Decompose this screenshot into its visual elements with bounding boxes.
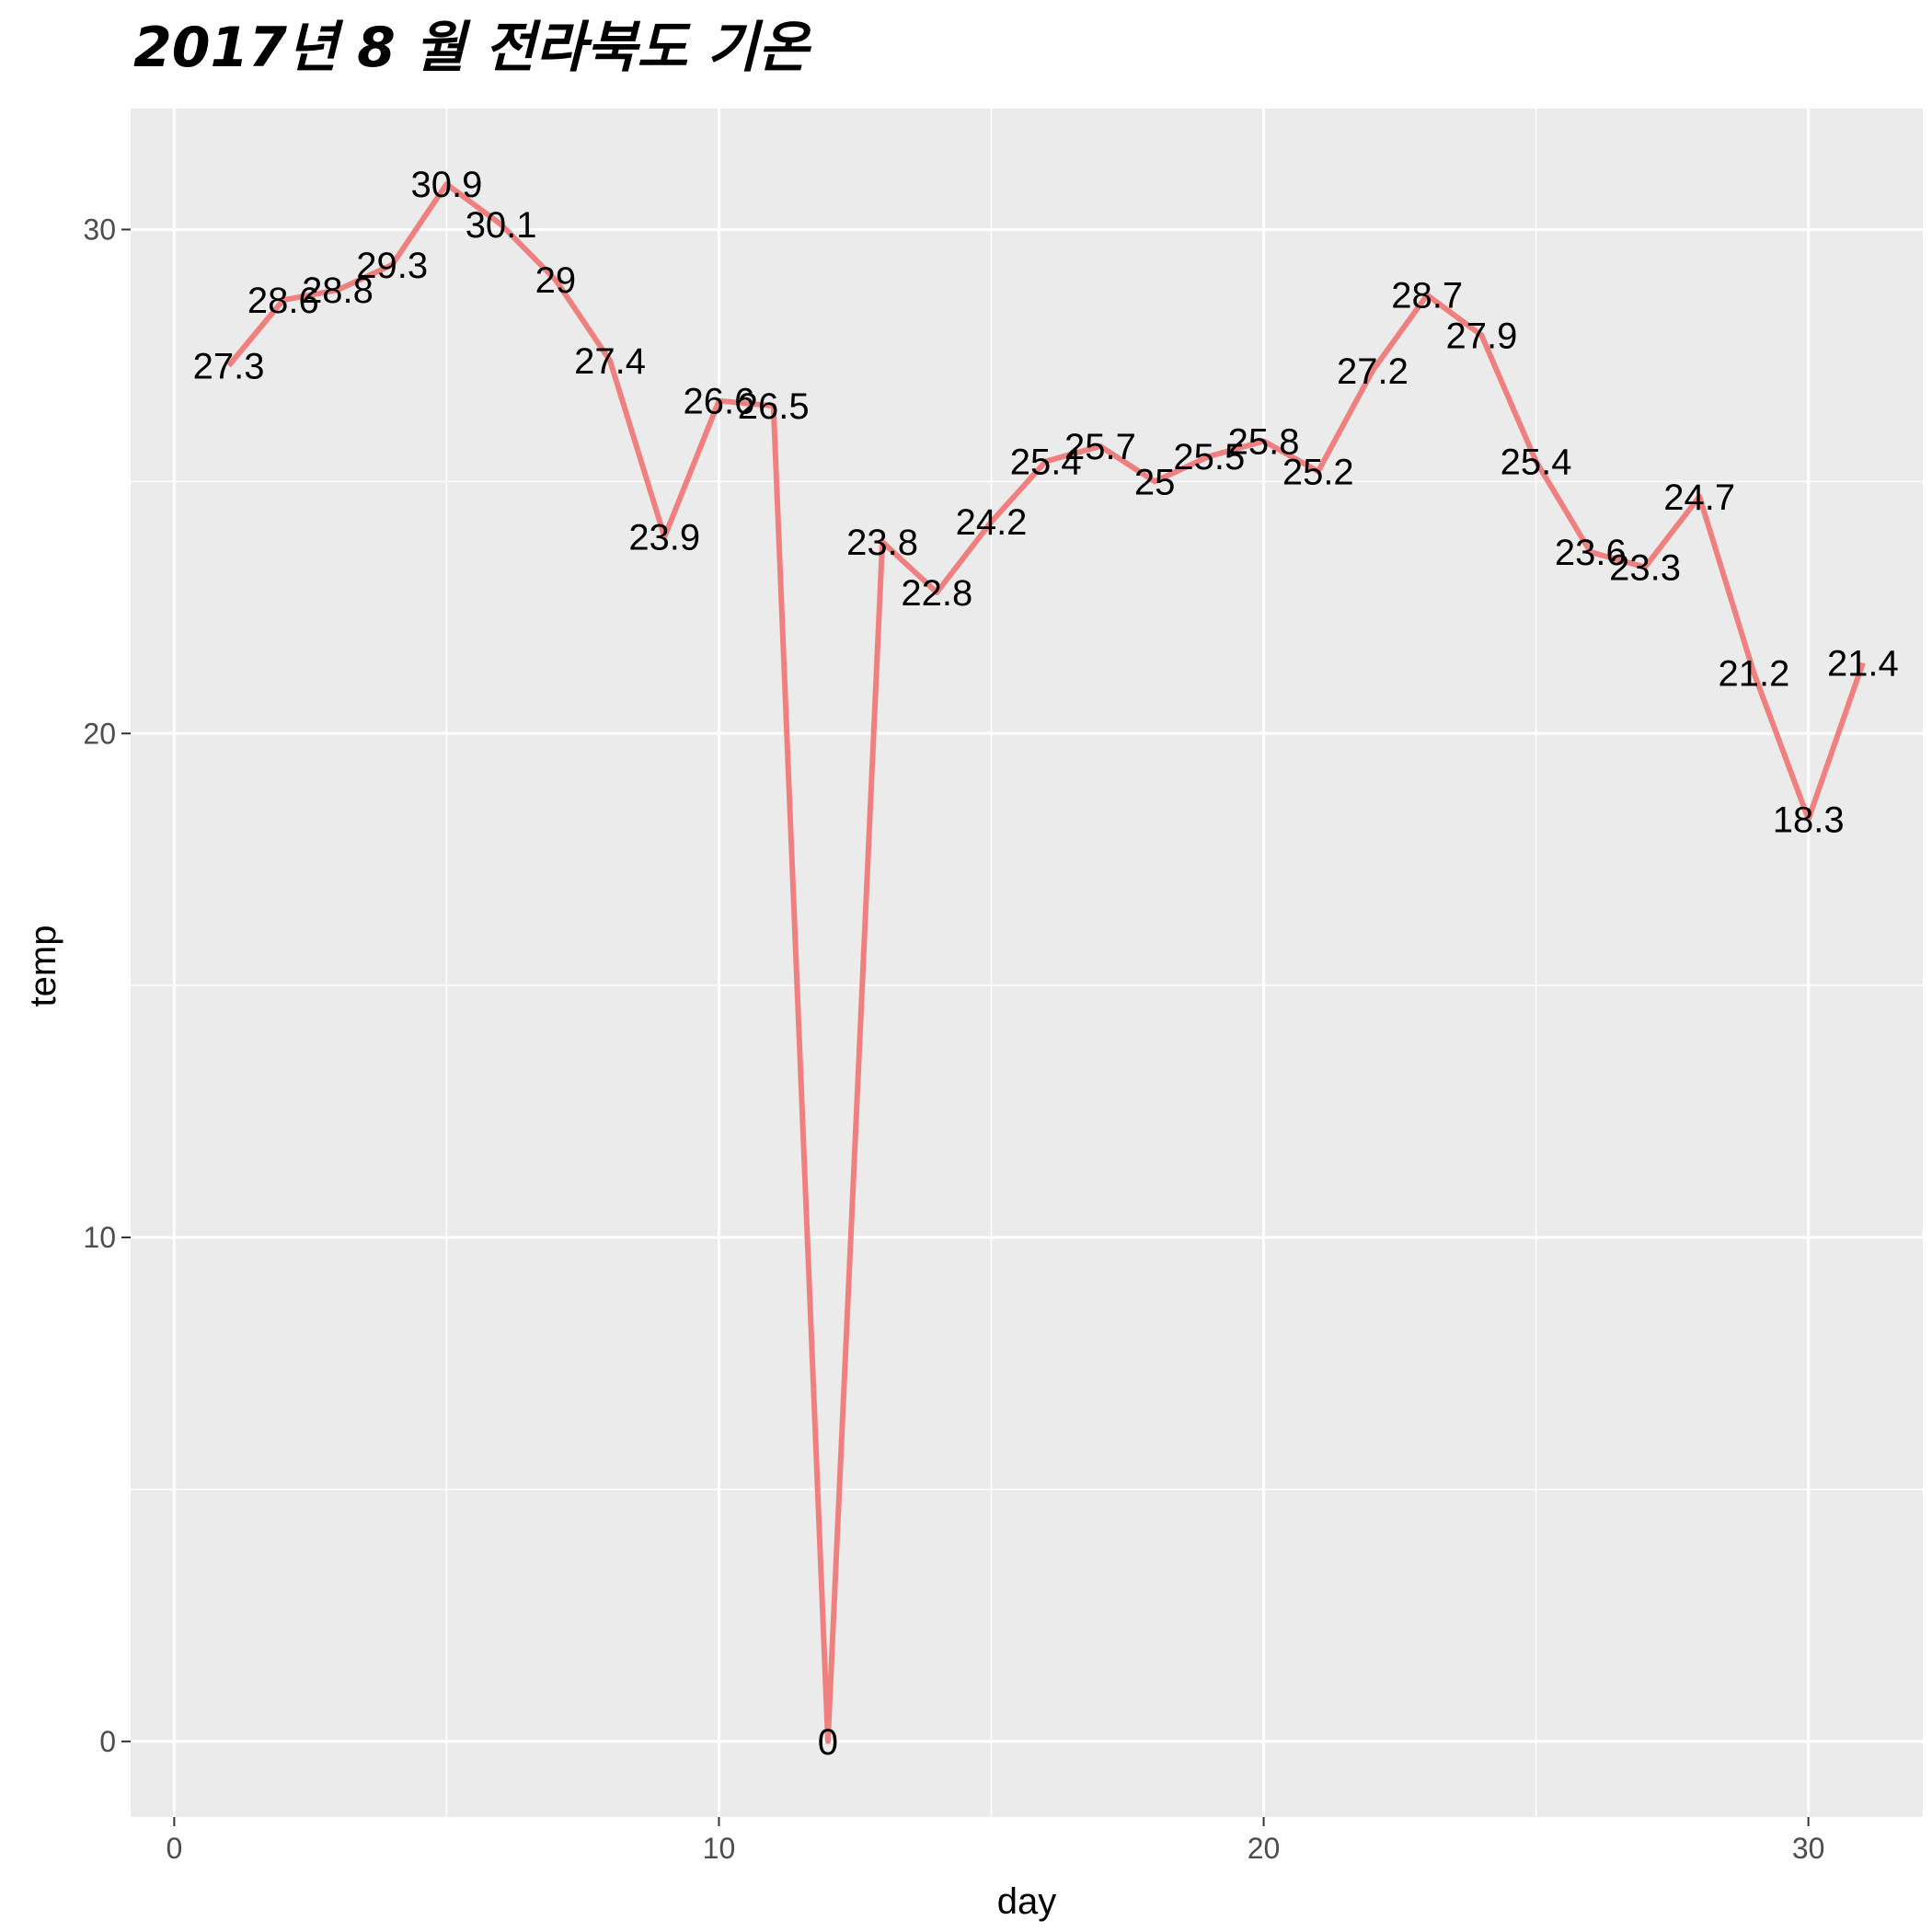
data-label: 23.3 <box>1609 547 1681 588</box>
data-label: 22.8 <box>901 573 972 614</box>
data-label: 28.8 <box>302 270 374 311</box>
data-label: 24.7 <box>1663 477 1735 518</box>
data-label: 0 <box>818 1722 838 1763</box>
data-label: 27.2 <box>1337 351 1409 392</box>
data-label: 25 <box>1134 462 1176 502</box>
data-label: 28.7 <box>1391 276 1463 316</box>
data-label: 28.6 <box>247 281 319 321</box>
y-tick-label: 20 <box>83 717 116 750</box>
data-label: 25.7 <box>1064 427 1136 467</box>
data-label: 25.5 <box>1173 437 1245 477</box>
data-label: 27.4 <box>574 341 646 382</box>
x-tick-label: 0 <box>166 1832 182 1865</box>
x-tick-label: 10 <box>703 1832 736 1865</box>
data-label: 25.4 <box>1010 442 1082 482</box>
data-label: 25.2 <box>1282 452 1354 492</box>
data-label: 29 <box>535 260 577 301</box>
y-tick-label: 10 <box>83 1221 116 1254</box>
data-label: 25.8 <box>1228 422 1300 463</box>
data-label: 23.9 <box>628 518 700 558</box>
x-axis-title: day <box>997 1881 1057 1922</box>
data-label: 30.1 <box>466 205 537 246</box>
data-label: 18.3 <box>1773 799 1845 840</box>
data-label: 27.3 <box>193 346 265 386</box>
data-label: 29.3 <box>356 246 428 286</box>
data-label: 26.5 <box>738 386 810 427</box>
data-labels: 27.3 28.628.829.3 30.930.1 29 27.4 23.9 26.626… <box>193 165 1899 1763</box>
data-label: 21.2 <box>1719 654 1790 695</box>
data-label: 30.9 <box>410 165 482 205</box>
temperature-line <box>226 181 1866 1744</box>
data-label: 21.4 <box>1827 644 1899 684</box>
plot-panel <box>131 109 1923 1817</box>
data-label: 26.6 <box>684 382 755 422</box>
y-tick-label: 30 <box>83 213 116 246</box>
data-label: 27.9 <box>1445 316 1517 357</box>
x-tick-label: 30 <box>1792 1832 1825 1865</box>
y-tick-label: 0 <box>99 1725 116 1758</box>
y-axis-title: temp <box>23 926 63 1007</box>
major-gridlines <box>131 109 1923 1817</box>
x-tick-label: 20 <box>1248 1832 1281 1865</box>
data-label: 23.8 <box>846 523 918 563</box>
chart-title: 2017년 8 월 전라북도 기온 <box>133 16 812 80</box>
data-label: 25.4 <box>1501 442 1572 482</box>
axes: 0 10 20 30 0 10 20 30 <box>83 213 1824 1865</box>
data-label: 23.6 <box>1555 533 1627 573</box>
data-label: 24.2 <box>956 502 1028 543</box>
